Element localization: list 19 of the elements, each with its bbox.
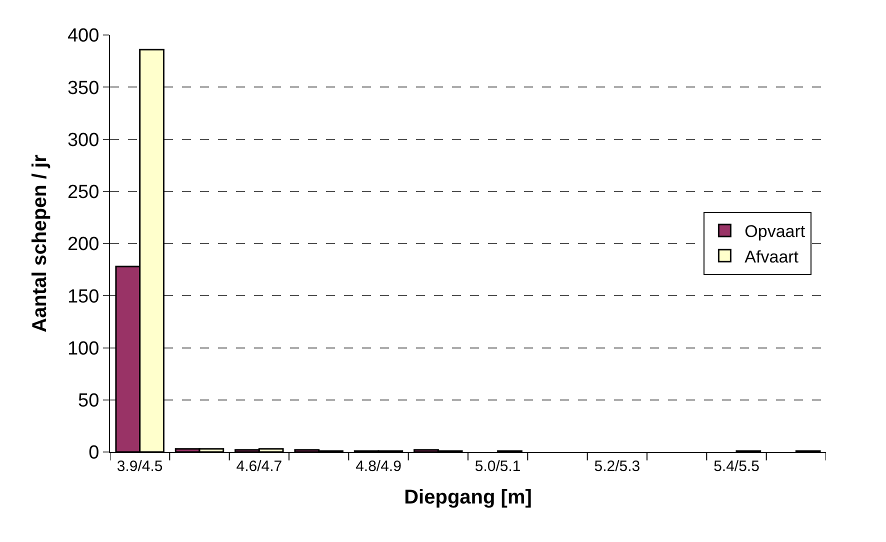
x-tick-label: 5.0/5.1 (474, 458, 521, 475)
x-tick-label: 5.2/5.3 (594, 458, 640, 475)
y-tick-label: 400 (67, 26, 100, 47)
x-tick-label: 5.4/5.5 (714, 458, 760, 475)
x-tick-label: 4.8/4.9 (356, 458, 402, 475)
y-tick-label: 150 (67, 286, 100, 308)
y-tick-label: 100 (67, 338, 100, 360)
y-tick-label: 200 (67, 234, 100, 256)
y-tick-label: 50 (78, 390, 100, 412)
y-tick-label: 300 (67, 130, 100, 151)
legend-label: Opvaart (744, 222, 806, 242)
y-tick-label: 250 (67, 182, 100, 204)
x-tick-label: 4.6/4.7 (236, 458, 282, 475)
y-tick-label: 0 (88, 442, 100, 464)
y-tick-label: 350 (67, 78, 100, 99)
x-axis-title: Diepgang [m] (404, 486, 532, 508)
x-tick-label: 3.9/4.5 (116, 458, 163, 475)
legend-label: Afvaart (744, 247, 799, 266)
y-axis-title: Aantal schepen / jr (28, 154, 51, 332)
